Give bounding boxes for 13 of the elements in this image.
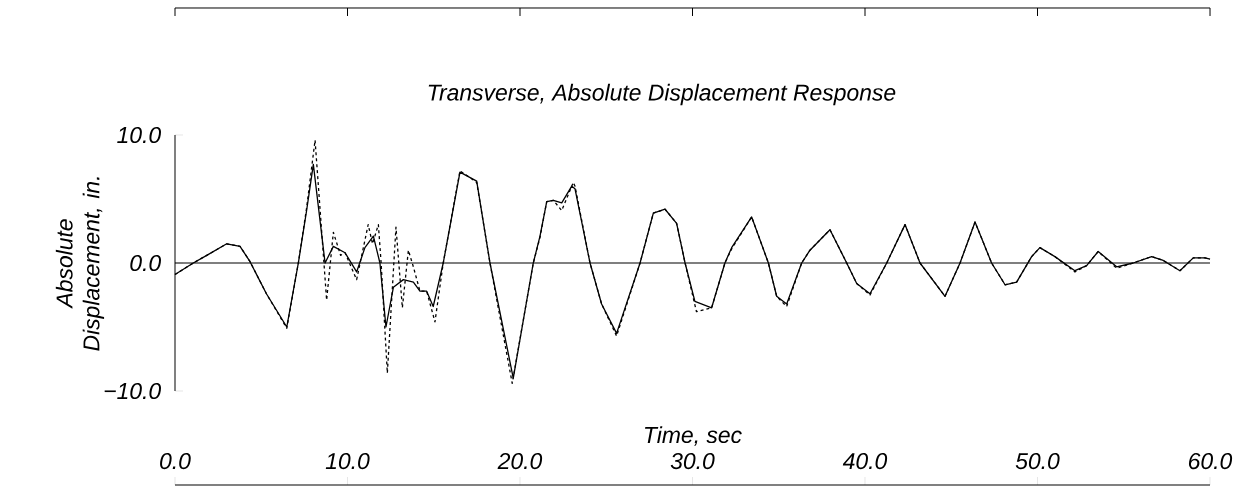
x-tick-label: 40.0 — [842, 452, 888, 470]
x-tick-label: 0.0 — [160, 452, 191, 470]
chart-title: Transverse, Absolute Displacement Response — [428, 83, 896, 106]
y-axis-title: Absolute Displacement, in. — [55, 177, 105, 351]
x-tick-label: 20.0 — [497, 452, 543, 470]
x-tick-label: 50.0 — [1015, 452, 1060, 470]
y-tick-label: 0.0 — [130, 254, 161, 272]
x-tick-label: 10.0 — [325, 452, 370, 470]
x-tick-label: 30.0 — [670, 452, 715, 470]
x-axis-title: Time, sec — [645, 426, 742, 446]
y-tick-label: 10.0 — [117, 126, 161, 144]
x-tick-label: 60.0 — [1188, 452, 1233, 470]
y-tick-label: −10.0 — [104, 382, 161, 400]
